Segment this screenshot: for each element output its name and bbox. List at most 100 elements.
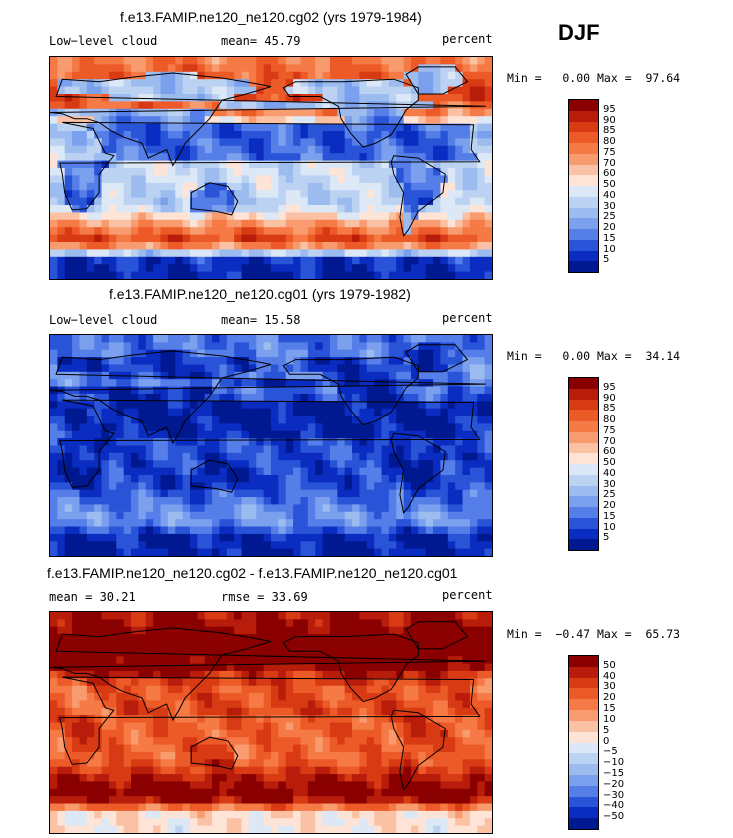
map-cell <box>108 626 117 635</box>
map-cell <box>300 482 309 491</box>
map-cell <box>455 197 464 206</box>
map-cell <box>388 504 397 513</box>
map-cell <box>344 467 353 476</box>
map-cell <box>153 641 162 650</box>
map-cell <box>374 145 383 154</box>
map-cell <box>418 116 427 125</box>
map-cell <box>469 641 478 650</box>
map-cell <box>241 342 250 351</box>
map-cell <box>425 541 434 550</box>
map-cell <box>101 342 110 351</box>
map-cell <box>396 79 405 88</box>
map-cell <box>344 766 353 775</box>
map-cell <box>131 423 139 432</box>
map-cell <box>79 160 88 169</box>
map-cell <box>101 641 110 650</box>
map-cell <box>433 729 442 738</box>
map-cell <box>160 64 169 73</box>
map-cell <box>359 116 368 125</box>
map-cell <box>182 460 191 469</box>
map-cell <box>322 408 331 417</box>
map-cell <box>101 386 110 395</box>
map-cell <box>138 612 147 620</box>
map-cell <box>167 460 176 469</box>
map-cell <box>219 101 228 110</box>
map-cell <box>462 408 471 417</box>
map-cell <box>337 190 346 199</box>
map-cell <box>101 71 110 80</box>
map-cell <box>381 131 390 139</box>
map-cell <box>484 364 492 373</box>
map-cell <box>418 729 427 738</box>
map-cell <box>160 460 169 469</box>
map-cell <box>455 256 464 265</box>
map-cell <box>388 116 397 125</box>
map-cell <box>433 256 442 265</box>
panel-2-map <box>49 334 493 557</box>
map-cell <box>315 729 324 738</box>
map-cell <box>329 685 338 694</box>
map-cell <box>425 227 434 236</box>
map-cell <box>182 482 191 491</box>
map-cell <box>234 94 243 102</box>
map-cell <box>418 242 427 250</box>
map-cell <box>440 227 449 236</box>
map-cell <box>322 108 331 117</box>
map-cell <box>278 256 287 265</box>
map-cell <box>116 197 125 206</box>
map-cell <box>123 489 132 498</box>
map-cell <box>388 182 397 191</box>
map-cell <box>256 548 265 556</box>
panel-1-title: f.e13.FAMIP.ne120_ne120.cg02 (yrs 1979-1… <box>120 9 422 25</box>
map-cell <box>219 759 228 768</box>
map-cell <box>226 445 235 454</box>
map-cell <box>425 489 434 498</box>
map-cell <box>138 101 147 110</box>
map-cell <box>293 430 302 439</box>
map-cell <box>425 79 434 88</box>
map-cell <box>256 700 265 709</box>
map-cell <box>315 744 324 753</box>
map-cell <box>204 685 213 694</box>
map-cell <box>477 678 486 687</box>
map-cell <box>234 445 243 454</box>
map-cell <box>418 641 427 650</box>
map-cell <box>241 626 250 635</box>
map-cell <box>455 423 464 432</box>
map-cell <box>86 197 95 206</box>
map-cell <box>86 138 95 147</box>
map-cell <box>359 634 368 643</box>
map-cell <box>322 656 331 665</box>
map-cell <box>219 249 228 258</box>
map-cell <box>352 264 360 273</box>
map-cell <box>167 256 176 265</box>
map-cell <box>160 489 169 498</box>
map-cell <box>307 256 316 265</box>
map-cell <box>381 504 390 513</box>
map-cell <box>337 264 346 273</box>
map-cell <box>278 342 287 351</box>
map-cell <box>300 700 309 709</box>
map-cell <box>293 438 302 447</box>
map-cell <box>138 393 147 402</box>
map-cell <box>189 548 198 556</box>
map-cell <box>167 526 176 535</box>
map-cell <box>337 497 346 506</box>
map-cell <box>315 234 324 243</box>
map-cell <box>167 511 176 520</box>
map-cell <box>167 197 176 206</box>
map-cell <box>359 678 368 687</box>
map-cell <box>153 219 162 228</box>
map-cell <box>307 460 316 469</box>
map-cell <box>108 335 117 343</box>
map-cell <box>138 467 147 476</box>
map-cell <box>469 678 478 687</box>
map-cell <box>469 349 478 358</box>
map-cell <box>484 408 492 417</box>
map-cell <box>344 497 353 506</box>
map-cell <box>322 271 331 279</box>
map-cell <box>352 71 360 80</box>
map-cell <box>167 497 176 506</box>
map-cell <box>212 626 221 635</box>
map-cell <box>462 504 471 513</box>
